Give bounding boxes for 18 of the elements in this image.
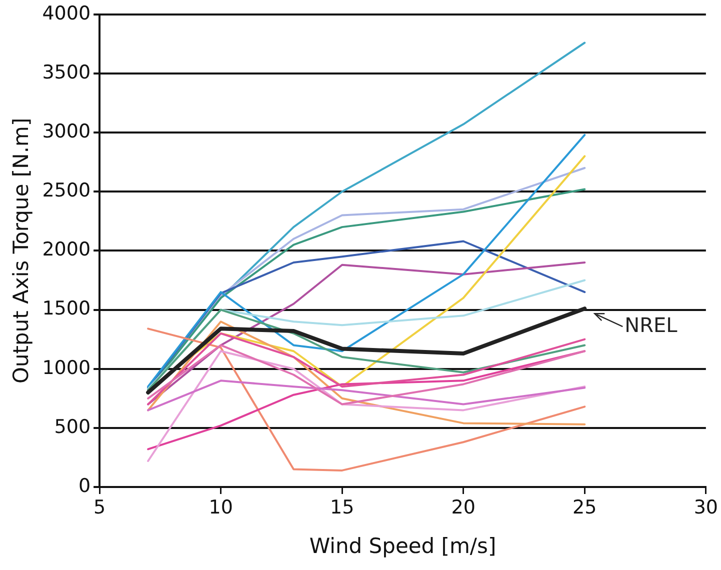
- y-axis-title: Output Axis Torque [N.m]: [9, 118, 34, 384]
- y-tick-label: 0: [78, 474, 91, 497]
- y-tick-label: 3500: [42, 61, 91, 84]
- y-tick-label: 3000: [42, 120, 91, 142]
- x-tick-label: 20: [451, 496, 476, 518]
- y-tick-label: 1500: [42, 298, 91, 320]
- x-axis-title: Wind Speed [m/s]: [309, 534, 496, 558]
- legend-label: NREL: [624, 312, 678, 337]
- y-tick-label: 4000: [42, 2, 91, 24]
- y-tick-label: 500: [54, 416, 91, 438]
- y-tick-label: 1000: [42, 356, 91, 379]
- x-tick-label: 15: [330, 496, 354, 518]
- x-tick-label: 5: [94, 496, 106, 518]
- x-tick-label: 30: [694, 496, 718, 518]
- x-tick-label: 10: [208, 496, 233, 518]
- x-tick-label: 25: [572, 496, 597, 518]
- y-tick-label: 2500: [42, 180, 91, 202]
- y-tick-label: 2000: [42, 238, 91, 261]
